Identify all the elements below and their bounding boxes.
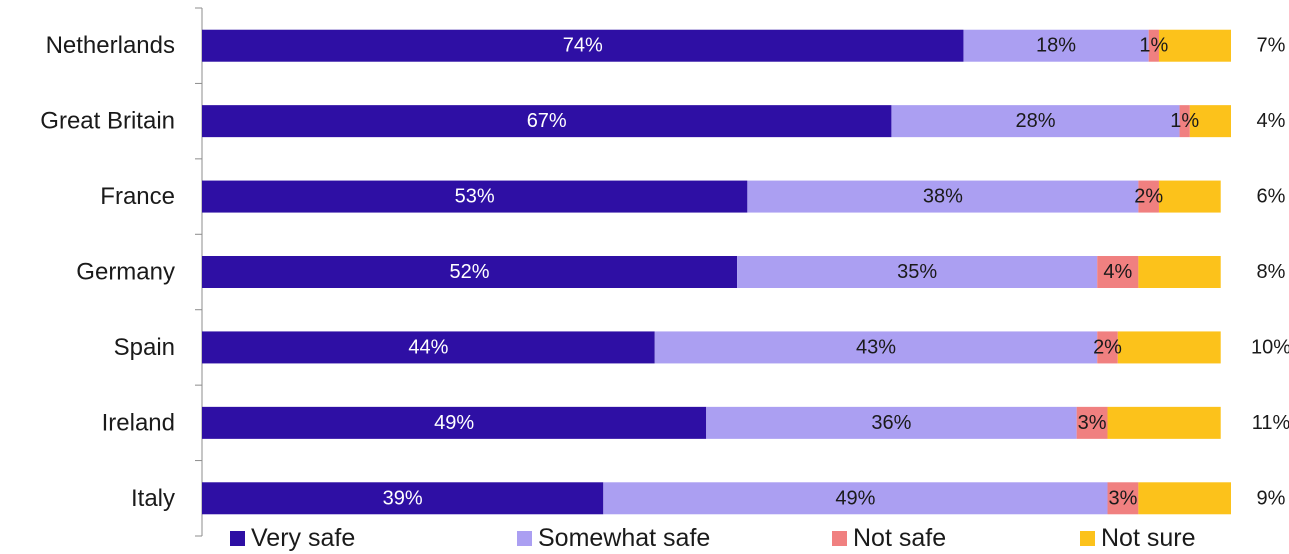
bar-segment [654, 331, 1098, 364]
category-label: Great Britain [40, 108, 175, 135]
data-label: 49% [434, 412, 474, 434]
bar-segment [891, 105, 1180, 138]
data-label: 67% [527, 110, 567, 132]
data-label: 7% [1257, 35, 1286, 57]
bar-segment [202, 180, 748, 213]
bar-segment [747, 180, 1139, 213]
category-label: France [100, 183, 175, 210]
legend: Very safe Somewhat safe Not safe Not sure [0, 522, 1289, 554]
bar-segment [603, 482, 1108, 515]
outside-labels: 7% 4% 6% 8% 10% 11% 9% [1251, 35, 1289, 510]
legend-swatch [230, 530, 245, 546]
data-label: 6% [1257, 186, 1286, 208]
data-label: 43% [856, 336, 896, 358]
data-label: 10% [1251, 336, 1289, 358]
legend-item: Not safe [832, 522, 946, 554]
data-label: 39% [383, 487, 423, 509]
category-label: Netherlands [46, 32, 175, 59]
bar-segment [202, 256, 738, 288]
data-label: 38% [923, 186, 963, 208]
data-label: 53% [455, 186, 495, 208]
data-label: 3% [1109, 487, 1138, 509]
data-label: 3% [1078, 412, 1107, 434]
data-label: 18% [1036, 35, 1076, 57]
category-label: Spain [114, 334, 175, 361]
legend-label: Not sure [1101, 523, 1196, 552]
bar-segment [1117, 331, 1221, 364]
bar-segment [1138, 180, 1159, 213]
data-label: 36% [871, 412, 911, 434]
bar-segment [1148, 29, 1159, 62]
data-label: 74% [563, 35, 603, 57]
legend-label: Somewhat safe [538, 523, 711, 552]
bar-segment [1189, 105, 1231, 138]
data-label: 8% [1257, 261, 1286, 283]
data-label: 2% [1093, 336, 1122, 358]
data-label: 1% [1139, 35, 1168, 57]
data-label: 44% [408, 336, 448, 358]
legend-label: Very safe [251, 523, 356, 552]
data-label: 9% [1257, 487, 1286, 509]
data-label: 35% [897, 261, 937, 283]
bar-segments [202, 29, 1231, 515]
bar-segment [1138, 482, 1231, 515]
legend-swatch [1080, 530, 1095, 546]
data-label: 11% [1252, 412, 1289, 434]
data-label: 52% [450, 261, 490, 283]
legend-swatch [517, 530, 532, 546]
legend-item: Not sure [1080, 522, 1195, 554]
category-axis-ticks [195, 7, 202, 537]
category-labels: Netherlands Great Britain France Germany Spa… [40, 32, 175, 512]
bar-segment [1107, 482, 1139, 515]
data-label: 28% [1015, 110, 1055, 132]
category-label: Ireland [102, 409, 175, 436]
data-label: 4% [1103, 261, 1132, 283]
bar-segment [1138, 256, 1221, 288]
bar-segment [737, 256, 1098, 288]
bar-segment [706, 406, 1077, 439]
legend-item: Very safe [230, 522, 355, 554]
bar-segment [1158, 29, 1231, 62]
bar-segment [963, 29, 1149, 62]
category-label: Germany [76, 259, 175, 286]
segment-labels: 74% 18% 1% 67% 28% 1% 53% 38% 2% 52% 35% 4% 44% 43% 2%… [383, 35, 1200, 510]
bar-segment [202, 29, 964, 62]
data-label: 49% [835, 487, 875, 509]
bar-segment [202, 406, 707, 439]
bar-segment [202, 331, 655, 364]
legend-swatch [832, 530, 847, 546]
legend-item: Somewhat safe [517, 522, 710, 554]
data-label: 4% [1257, 110, 1286, 132]
data-label: 1% [1170, 110, 1199, 132]
bar-segment [1107, 406, 1221, 439]
bar-segment [1097, 256, 1139, 288]
bar-segment [202, 105, 892, 138]
bar-segment [1158, 180, 1221, 213]
bar-segment [202, 482, 604, 515]
legend-label: Not safe [853, 523, 947, 552]
bar-segment [1179, 105, 1190, 138]
data-label: 2% [1134, 186, 1163, 208]
bar-segment [1076, 406, 1108, 439]
bar-segment [1097, 331, 1118, 364]
category-label: Italy [131, 485, 175, 512]
